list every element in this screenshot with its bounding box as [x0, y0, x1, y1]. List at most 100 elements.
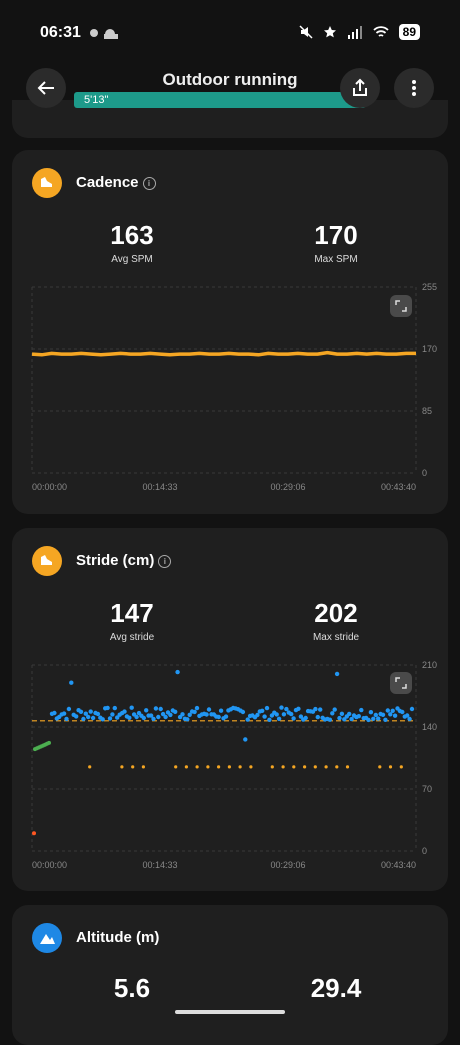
stride-point-orange [281, 765, 285, 769]
stride-point-orange [324, 765, 328, 769]
stride-point-blue [318, 707, 323, 712]
y-tick-label: 255 [422, 282, 437, 292]
stride-point-blue [74, 714, 79, 719]
stride-point-blue [129, 705, 134, 710]
stride-point-orange [195, 765, 199, 769]
stride-point-blue [52, 710, 57, 716]
stride-point-blue [298, 714, 304, 719]
avg-cadence-label: Avg SPM [111, 254, 153, 265]
shoe-icon [41, 177, 52, 187]
mute-icon [299, 25, 313, 39]
y-tick-label: 85 [422, 406, 432, 416]
x-tick-label: 00:43:40 [381, 482, 416, 492]
altitude-max-stat: 29.4 [276, 973, 396, 1004]
stride-point-blue [192, 709, 197, 715]
pace-bar: 5'13" M [74, 92, 366, 108]
stride-point-orange [313, 765, 317, 769]
stride-point-blue [255, 712, 260, 718]
x-tick-label: 00:00:00 [32, 482, 67, 492]
stride-point-blue [260, 708, 265, 713]
card-title: Stride (cm) i [76, 552, 172, 569]
stride-point-blue [388, 712, 393, 717]
stride-point-blue [151, 716, 156, 722]
stride-point-blue [160, 711, 166, 717]
back-button[interactable] [26, 68, 66, 108]
stride-point-blue [347, 711, 352, 717]
stride-point-blue [274, 712, 279, 717]
stride-point-blue [407, 716, 412, 722]
stride-point-blue [83, 711, 89, 716]
stride-point-blue [332, 707, 337, 712]
more-options-button[interactable] [394, 68, 434, 108]
stride-point-blue [385, 708, 390, 713]
stride-point-blue [349, 716, 354, 722]
cadence-chart: 255 170 85 0 00:00:00 00:14:33 00:29:06 00:43:4… [31, 282, 437, 492]
stride-point-blue [267, 717, 272, 722]
share-button[interactable] [340, 68, 380, 108]
altitude-min-value: 5.6 [113, 973, 151, 1003]
avg-stride-stat: 147 Avg stride [72, 598, 192, 643]
y-tick-label: 140 [422, 722, 437, 732]
avg-cadence-stat: 163 Avg SPM [72, 220, 192, 265]
stride-point-blue [66, 706, 72, 712]
arrow-left-icon [37, 81, 54, 95]
share-icon [353, 78, 367, 96]
cadence-icon [32, 168, 62, 198]
stride-point-blue [330, 711, 335, 716]
info-icon[interactable]: i [158, 554, 172, 568]
stride-point-blue [61, 711, 67, 716]
card-title: Cadence i [76, 174, 156, 191]
shoe-icon [41, 555, 52, 565]
stride-point-orange [270, 765, 274, 769]
stride-point-blue [148, 713, 154, 718]
stride-point-blue [291, 716, 296, 721]
x-tick-label: 00:00:00 [32, 860, 67, 870]
stride-point-blue [158, 706, 163, 712]
stride-point-blue [376, 716, 381, 721]
stride-point-blue [405, 713, 410, 718]
max-stride-stat: 202 Max stride [276, 598, 396, 643]
stride-point-blue [296, 706, 301, 711]
stride-point-blue [185, 717, 190, 722]
status-time: 06:31 [40, 24, 81, 41]
altitude-title: Altitude (m) [76, 929, 160, 946]
stride-point-blue [315, 714, 320, 720]
info-icon[interactable]: i [142, 176, 156, 190]
stride-point-blue [339, 711, 345, 716]
stride-point-blue [390, 708, 395, 713]
stride-point-blue [218, 708, 224, 713]
stride-point-blue [69, 680, 74, 685]
more-vertical-icon [412, 80, 416, 96]
expand-button[interactable] [390, 295, 412, 317]
status-bar: 06:31 89 [0, 0, 460, 60]
stride-point-blue [356, 714, 361, 719]
page-title: Outdoor running [162, 70, 298, 89]
stride-point-orange [388, 765, 393, 769]
expand-button[interactable] [390, 672, 412, 694]
stride-point-blue [262, 714, 267, 719]
altitude-min-stat: 5.6 [72, 973, 192, 1004]
stride-point-blue [243, 737, 248, 742]
stride-point-blue [90, 715, 96, 721]
stride-chart: 210 140 70 0 00:00:00 00:14:33 00:29:06 00:43:4… [31, 660, 437, 870]
stride-point-orange [217, 765, 221, 769]
x-tick-label: 00:14:33 [142, 860, 177, 870]
stride-point-blue [64, 716, 69, 722]
avg-cadence-value: 163 [110, 220, 154, 250]
stride-point-red [32, 831, 36, 836]
x-tick-label: 00:14:33 [142, 482, 177, 492]
stride-point-blue [194, 705, 200, 711]
star-icon [323, 26, 336, 38]
stride-point-blue [144, 708, 149, 713]
avg-stride-label: Avg stride [109, 632, 155, 643]
stride-point-blue [100, 717, 105, 722]
altitude-max-value: 29.4 [310, 973, 362, 1003]
stride-point-blue [122, 709, 127, 714]
stride-point-blue [78, 709, 84, 714]
altitude-card: Altitude (m) 5.6 29.4 [12, 905, 448, 1045]
stride-point-blue [240, 709, 246, 715]
stride-point-blue [88, 709, 93, 714]
notification-icons [88, 26, 122, 45]
stride-point-green [47, 740, 51, 745]
max-cadence-value: 170 [314, 220, 358, 250]
